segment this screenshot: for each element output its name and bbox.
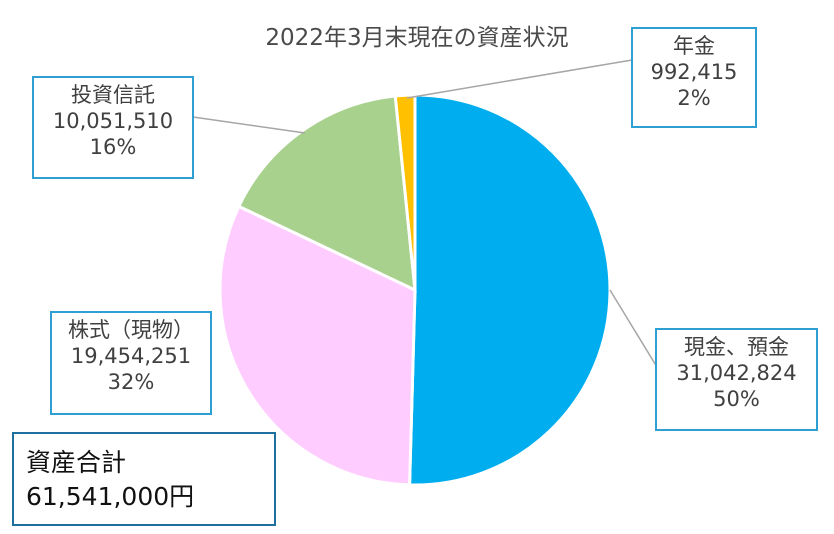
label-pension-name: 年金 [673, 34, 715, 58]
label-stocks-value: 19,454,251 [70, 344, 192, 368]
pie-slice-stocks [218, 204, 417, 487]
label-cash: 現金、預金 31,042,824 50% [655, 328, 818, 431]
pie-slice-cash [408, 93, 612, 487]
pie-slice-funds [236, 94, 417, 293]
label-pension: 年金 992,415 2% [631, 27, 757, 128]
leader-line-cash [609, 289, 661, 373]
label-cash-name: 現金、預金 [684, 335, 789, 359]
leader-line-funds [192, 116, 306, 134]
leader-line-pension [406, 59, 633, 99]
label-funds-value: 10,051,510 [52, 109, 174, 133]
label-funds: 投資信託 10,051,510 16% [32, 76, 194, 179]
label-stocks-percent: 32% [107, 370, 155, 394]
label-pension-percent: 2% [677, 86, 711, 110]
total-value: 61,541,000円 [26, 482, 195, 511]
label-cash-percent: 50% [713, 387, 760, 411]
label-cash-value: 31,042,824 [676, 361, 797, 385]
total-label: 資産合計 [26, 448, 127, 477]
label-funds-percent: 16% [89, 135, 137, 159]
label-funds-name: 投資信託 [71, 83, 155, 107]
label-pension-value: 992,415 [650, 60, 738, 84]
total-box: 資産合計 61,541,000円 [12, 432, 276, 526]
label-stocks: 株式（現物） 19,454,251 32% [50, 311, 212, 415]
label-stocks-name: 株式（現物） [68, 318, 194, 342]
chart-title: 2022年3月末現在の資産状況 [265, 25, 569, 51]
pie-slice-pension [393, 93, 417, 291]
